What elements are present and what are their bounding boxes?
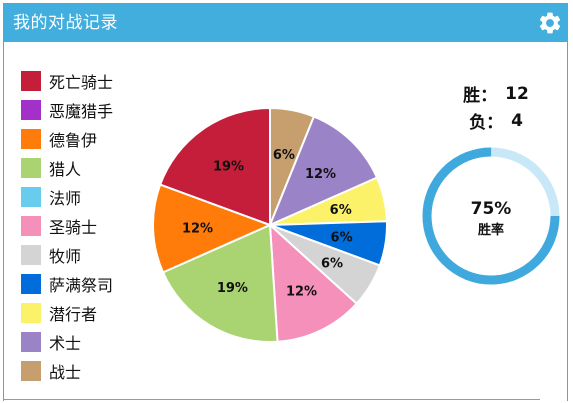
legend-swatch (21, 244, 41, 265)
pie-slice (268, 222, 359, 343)
legend-item: 战士 (21, 356, 113, 385)
legend-swatch (21, 128, 41, 149)
win-rate-label: 胜率 (478, 222, 504, 238)
legend-label: 战士 (49, 362, 82, 382)
legend-label: 萨满祭司 (49, 275, 114, 295)
legend-label: 潜行者 (49, 304, 98, 324)
panel-title: 我的对战记录 (13, 13, 118, 33)
pie-slice (268, 115, 379, 227)
legend-swatch (21, 273, 41, 294)
legend-label: 圣骑士 (49, 217, 98, 237)
legend-label: 死亡骑士 (49, 72, 114, 92)
panel-header: 我的对战记录 (4, 4, 567, 42)
pie-slice (158, 107, 271, 227)
gauge-fill (422, 147, 560, 285)
legend-label: 法师 (49, 188, 82, 208)
legend-item: 法师 (21, 182, 113, 211)
legend-label: 恶魔猎手 (49, 101, 114, 121)
bottom-divider (3, 399, 540, 400)
wins-row: 胜： 12 (450, 80, 542, 107)
battle-record-panel: 我的对战记录 死亡骑士恶魔猎手德鲁伊猎人法师圣骑士牧师萨满祭司潜行者术士战士 6… (3, 3, 568, 401)
slice-label: 6% (321, 257, 343, 272)
legend-item: 德鲁伊 (21, 124, 113, 153)
slice-label: 12% (305, 167, 336, 182)
slice-label: 6% (331, 231, 353, 246)
legend-item: 潜行者 (21, 298, 113, 327)
legend-label: 术士 (49, 333, 82, 353)
slice-label: 19% (217, 281, 248, 296)
legend-label: 牧师 (49, 246, 82, 266)
slice-label: 6% (273, 148, 295, 163)
legend-item: 圣骑士 (21, 211, 113, 240)
legend-swatch (21, 302, 41, 323)
slice-label: 6% (330, 203, 352, 218)
win-loss-stats: 胜： 12 负： 4 (450, 80, 542, 134)
losses-label: 负： (469, 113, 504, 133)
legend-item: 萨满祭司 (21, 269, 113, 298)
legend-item: 术士 (21, 327, 113, 356)
wins-label: 胜： (463, 86, 498, 106)
legend-label: 德鲁伊 (49, 130, 98, 150)
legend-swatch (21, 331, 41, 352)
win-rate-gauge: 75% 胜率 (422, 147, 560, 285)
win-rate-value: 75% (471, 199, 512, 219)
legend-swatch (21, 186, 41, 207)
losses-row: 负： 4 (450, 107, 542, 134)
legend-item: 牧师 (21, 240, 113, 269)
legend-item: 恶魔猎手 (21, 95, 113, 124)
wins-value: 12 (505, 83, 529, 104)
pie-slice (152, 183, 273, 274)
legend-swatch (21, 99, 41, 120)
legend-swatch (21, 157, 41, 178)
legend-label: 猎人 (49, 159, 82, 179)
losses-value: 4 (511, 110, 523, 131)
pie-slice (161, 223, 279, 343)
legend-swatch (21, 360, 41, 381)
slice-label: 12% (286, 284, 317, 299)
legend-swatch (21, 215, 41, 236)
gear-icon[interactable] (537, 10, 563, 36)
legend-item: 死亡骑士 (21, 66, 113, 95)
class-pie-chart: 6% 12% 6% 6% 6% 12% 19% 12% 19% (152, 107, 388, 343)
legend-swatch (21, 70, 41, 91)
slice-label: 19% (213, 160, 244, 175)
slice-label: 12% (182, 221, 213, 236)
legend-item: 猎人 (21, 153, 113, 182)
chart-legend: 死亡骑士恶魔猎手德鲁伊猎人法师圣骑士牧师萨满祭司潜行者术士战士 (21, 66, 113, 385)
